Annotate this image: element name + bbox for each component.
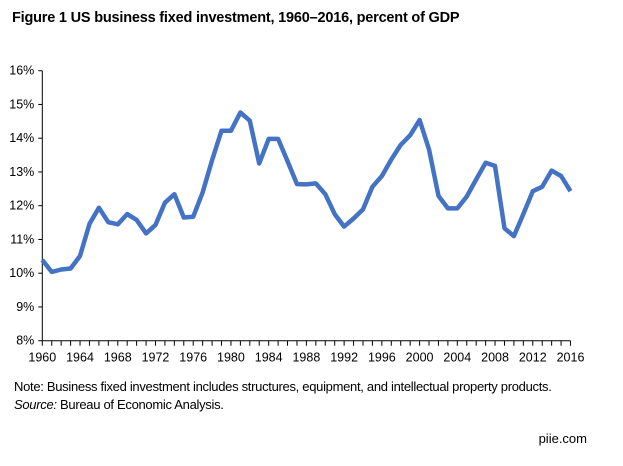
- y-tick-label: 11%: [10, 232, 34, 246]
- y-tick-label: 14%: [9, 131, 34, 145]
- y-tick-label: 8%: [16, 334, 34, 348]
- x-tick-label: 1960: [28, 351, 56, 365]
- y-tick-label: 15%: [9, 97, 34, 111]
- x-tick-label: 2012: [519, 351, 547, 365]
- x-tick-label: 1996: [368, 351, 396, 365]
- credit: piie.com: [538, 431, 587, 446]
- x-tick-label: 1984: [255, 351, 283, 365]
- x-axis: 1960 1964 1968 1972 1976 1980 1984 1988 1992 1996…: [28, 340, 585, 365]
- note-text: Note: Business fixed investment includes…: [14, 379, 552, 394]
- y-axis: 8% 9% 10% 11% 12% 13% 14% 15% 16%: [9, 64, 43, 348]
- x-tick-label: 2000: [406, 351, 434, 365]
- x-tick-label: 1980: [217, 351, 245, 365]
- x-tick-label: 2008: [481, 351, 509, 365]
- line-chart: 8%9%10%11%12%13%14%15%16% 1960 1964 1968 19…: [9, 64, 585, 365]
- y-tick-label: 16%: [9, 64, 34, 78]
- y-tick-label: 9%: [16, 300, 34, 314]
- x-tick-label: 1988: [292, 351, 320, 365]
- x-tick-label: 2016: [557, 351, 585, 365]
- source-label: Source:: [14, 397, 57, 412]
- y-tick-label: 10%: [9, 266, 34, 280]
- x-tick-label: 1992: [330, 351, 358, 365]
- y-tick-label: 12%: [9, 199, 34, 213]
- y-tick-label: 13%: [9, 165, 34, 179]
- x-tick-label: 1976: [179, 351, 207, 365]
- x-tick-label: 1964: [66, 351, 94, 365]
- x-tick-label: 2004: [443, 351, 471, 365]
- notes: Note: Business fixed investment includes…: [14, 378, 554, 414]
- series-line: [40, 110, 573, 275]
- source-line: Source: Bureau of Economic Analysis.: [14, 396, 554, 414]
- chart-title: Figure 1 US business fixed investment, 1…: [12, 10, 460, 26]
- x-tick-label: 1972: [142, 351, 170, 365]
- x-tick-label: 1968: [104, 351, 132, 365]
- source-text: Bureau of Economic Analysis.: [56, 397, 224, 412]
